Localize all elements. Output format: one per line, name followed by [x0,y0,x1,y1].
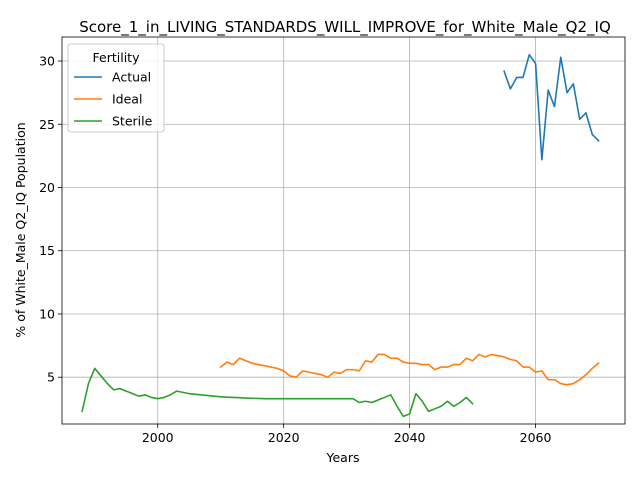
legend: Fertility Actual Ideal Sterile [67,43,165,133]
legend-label-ideal: Ideal [112,92,142,107]
y-tick-label: 10 [39,306,55,321]
series-lines [81,53,600,418]
x-tick-label: 2040 [394,430,426,445]
y-tick-label: 25 [39,117,55,132]
y-axis-label: % of White_Male Q2_IQ Population [13,122,28,337]
y-tick-label: 20 [39,180,55,195]
legend-label-sterile: Sterile [112,114,153,129]
series-line-ideal [219,353,600,386]
series-line-actual [503,53,600,161]
legend-box [67,43,165,133]
x-tick-label: 2000 [142,430,174,445]
legend-title: Fertility [93,50,141,65]
plot-frame [61,36,626,425]
series-line-sterile [81,367,474,418]
x-tick-label: 2020 [268,430,300,445]
axis-ticks: 2000 2020 2040 2060 5 10 15 20 25 30 [39,54,551,445]
legend-label-actual: Actual [112,70,151,85]
y-tick-label: 30 [39,54,55,69]
chart-title: Score_1_in_LIVING_STANDARDS_WILL_IMPROVE… [79,18,611,37]
y-tick-label: 15 [39,243,55,258]
y-tick-label: 5 [47,370,55,385]
x-axis-label: Years [326,450,360,465]
x-tick-label: 2060 [520,430,552,445]
